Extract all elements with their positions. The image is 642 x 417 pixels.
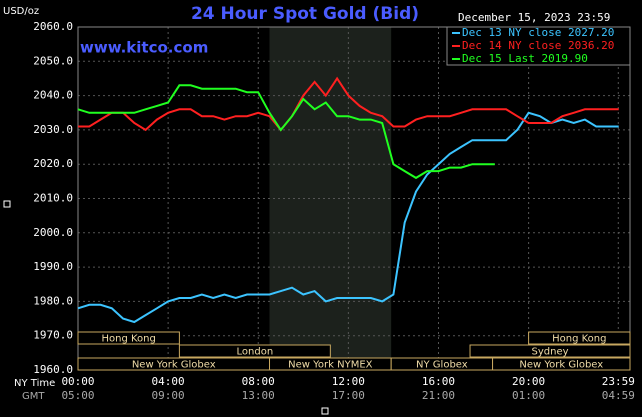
y-axis-label: USD/oz <box>3 6 39 17</box>
legend-entry: Dec 13 NY close 2027.20 <box>462 26 614 39</box>
plot-under <box>77 26 630 371</box>
shaded-hours <box>269 27 392 370</box>
y-tick-label: 1970.0 <box>33 329 73 342</box>
x2-tick-label: 21:00 <box>422 389 455 402</box>
session-label: New York Globex <box>519 360 603 371</box>
x-tick-label: 00:00 <box>61 375 94 388</box>
session-label: New York Globex <box>132 360 216 371</box>
session-bar <box>178 344 331 358</box>
session-label: NY Globex <box>416 360 468 371</box>
y-tick-label: 2010.0 <box>33 192 73 205</box>
x-tick-label: 23:59 <box>602 375 635 388</box>
chart-title: 24 Hour Spot Gold (Bid) <box>191 4 419 24</box>
y-tick-label: 2000.0 <box>33 226 73 239</box>
session-bar <box>469 344 631 358</box>
x-tick-label: 04:00 <box>152 375 185 388</box>
x2-tick-label: 05:00 <box>61 389 94 402</box>
x-tick-label: 16:00 <box>422 375 455 388</box>
session-label: Hong Kong <box>552 334 606 345</box>
series-line <box>77 84 495 180</box>
session-label: Hong Kong <box>102 334 156 345</box>
x-row-label: GMT <box>22 391 45 402</box>
x2-tick-label: 13:00 <box>242 389 275 402</box>
x-tick-label: 20:00 <box>512 375 545 388</box>
session-bar <box>528 331 631 345</box>
session-label: New York NYMEX <box>288 360 373 371</box>
legend-entry: Dec 14 NY close 2036.20 <box>462 39 614 52</box>
handle <box>3 200 11 208</box>
y-tick-label: 1960.0 <box>33 363 73 376</box>
session-label: Sydney <box>532 347 569 358</box>
series-line <box>77 111 619 324</box>
session-bar <box>77 331 180 345</box>
x-tick-label: 08:00 <box>242 375 275 388</box>
y-tick-label: 1980.0 <box>33 294 73 307</box>
legend-box <box>446 26 631 66</box>
y-tick-label: 2060.0 <box>33 20 73 33</box>
x2-tick-label: 04:59 <box>602 389 635 402</box>
date: December 15, 2023 23:59 <box>458 11 610 24</box>
legend-entry: Dec 15 Last 2019.90 <box>462 52 588 65</box>
y-tick-label: 2030.0 <box>33 123 73 136</box>
y-tick-label: 2040.0 <box>33 89 73 102</box>
x-row-label: NY Time <box>14 378 55 389</box>
series-line <box>78 76 619 132</box>
x2-tick-label: 01:00 <box>512 389 545 402</box>
session-bar <box>492 357 631 371</box>
session-label: London <box>237 347 274 358</box>
x2-tick-label: 17:00 <box>332 389 365 402</box>
y-tick-label: 1990.0 <box>33 260 73 273</box>
source: www.kitco.com <box>80 39 208 57</box>
y-tick-label: 2020.0 <box>33 157 73 170</box>
handle <box>321 407 329 415</box>
x-tick-label: 12:00 <box>332 375 365 388</box>
y-tick-label: 2050.0 <box>33 54 73 67</box>
x2-tick-label: 09:00 <box>152 389 185 402</box>
